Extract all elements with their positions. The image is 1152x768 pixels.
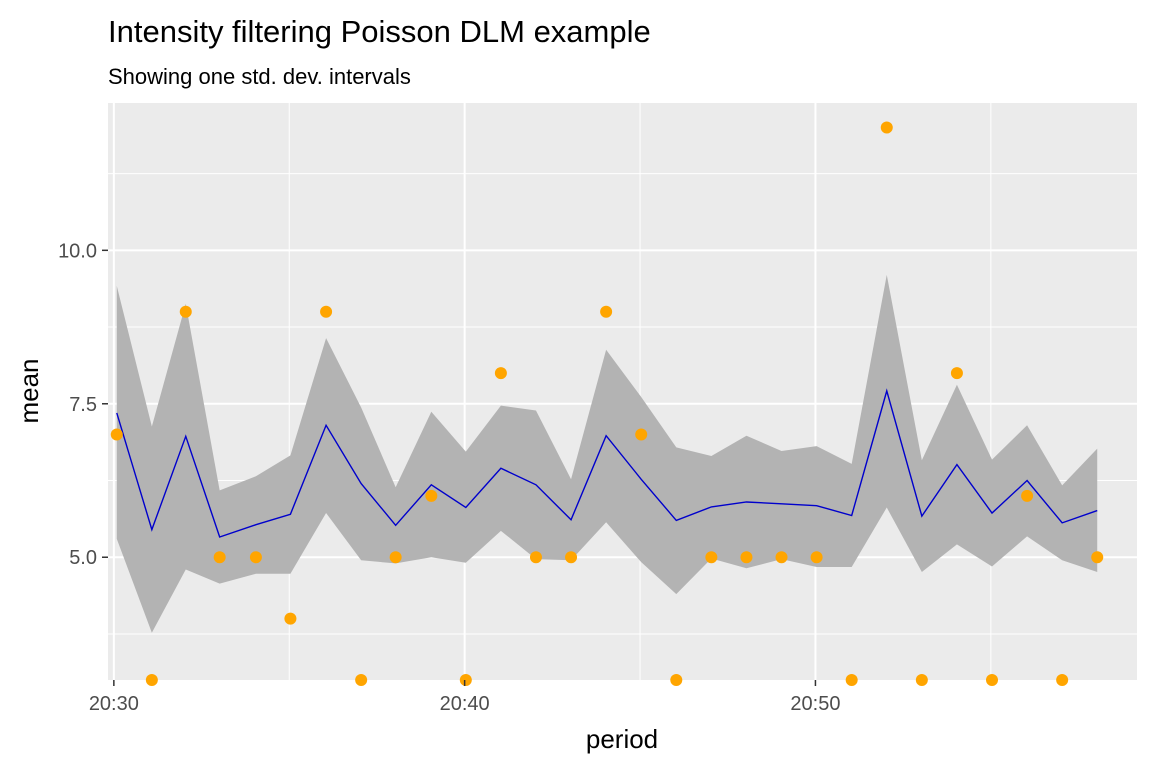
observation-point xyxy=(284,612,297,625)
observation-point xyxy=(529,551,542,564)
observation-point xyxy=(425,489,438,502)
y-axis: 5.0 7.5 10.0 xyxy=(58,240,108,569)
observation-point xyxy=(1021,489,1034,502)
y-tick-label: 10.0 xyxy=(58,240,97,262)
x-axis: 20:30 20:40 20:50 xyxy=(89,680,840,715)
observation-point xyxy=(600,305,613,318)
grid-minor xyxy=(108,103,1137,680)
observation-point xyxy=(110,428,123,441)
observation-point xyxy=(1091,551,1104,564)
observation-point xyxy=(320,305,333,318)
chart-title: Intensity filtering Poisson DLM example xyxy=(108,14,651,49)
observation-point xyxy=(1056,674,1069,686)
observation-point xyxy=(459,674,472,686)
y-axis-title: mean xyxy=(14,358,44,423)
observation-point xyxy=(355,674,368,686)
observation-point xyxy=(950,367,963,380)
std-dev-band xyxy=(116,274,1098,633)
observation-point xyxy=(670,674,683,686)
observation-point xyxy=(775,551,788,564)
x-tick-label: 20:40 xyxy=(440,693,490,715)
observation-point xyxy=(915,674,928,686)
observation-point xyxy=(810,551,823,564)
observation-point xyxy=(565,551,578,564)
x-axis-title: period xyxy=(586,724,658,754)
band-layer xyxy=(116,274,1098,633)
observation-point xyxy=(179,305,192,318)
chart-subtitle: Showing one std. dev. intervals xyxy=(108,64,411,89)
observation-point xyxy=(494,367,507,380)
observation-point xyxy=(389,551,402,564)
observation-point xyxy=(249,551,262,564)
observation-point xyxy=(845,674,858,686)
y-tick-label: 5.0 xyxy=(69,547,97,569)
observation-point xyxy=(213,551,226,564)
observation-point xyxy=(635,428,648,441)
mean-line xyxy=(116,388,1098,538)
observation-point xyxy=(740,551,753,564)
x-tick-label: 20:30 xyxy=(89,693,139,715)
y-tick-label: 7.5 xyxy=(69,394,97,416)
observation-point xyxy=(705,551,718,564)
observation-point xyxy=(145,674,158,686)
line-layer xyxy=(116,388,1098,538)
point-layer xyxy=(110,121,1104,686)
x-tick-label: 20:50 xyxy=(790,693,840,715)
observation-point xyxy=(986,674,999,686)
observation-point xyxy=(880,121,893,134)
